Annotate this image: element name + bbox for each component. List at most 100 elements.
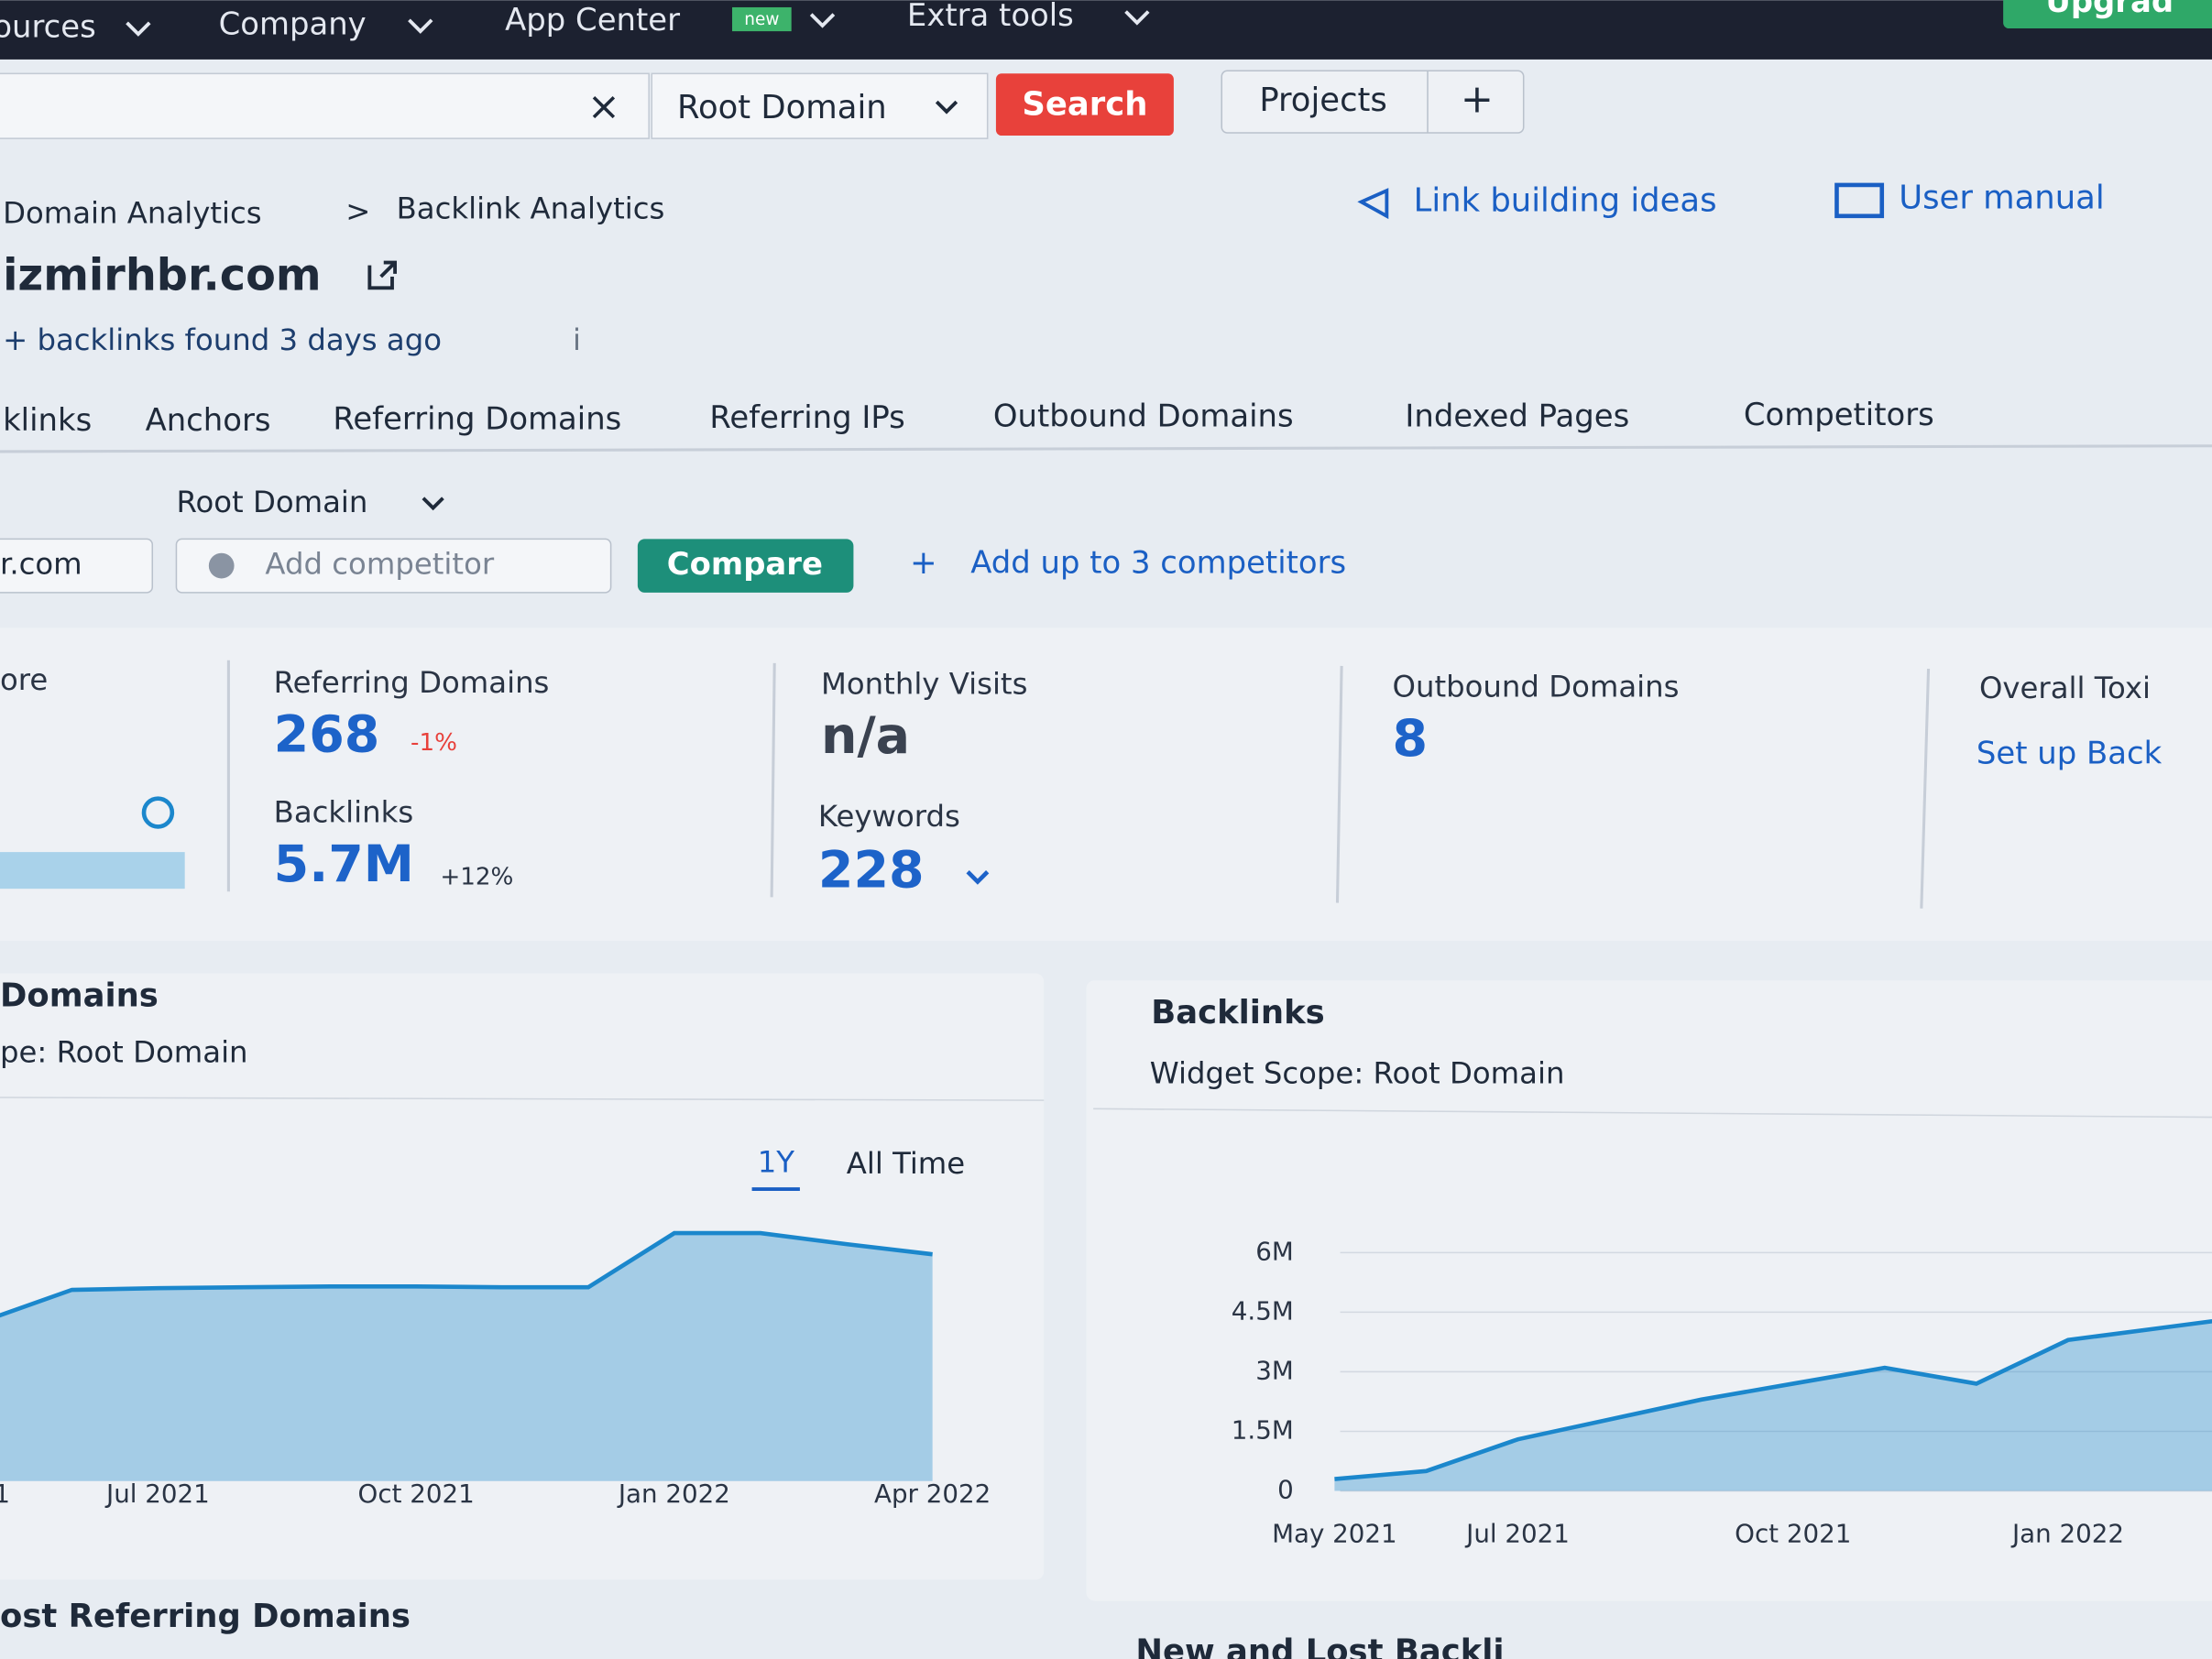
chart-subtitle: pe: Root Domain bbox=[0, 1034, 248, 1069]
breadcrumb-item: Backlink Analytics bbox=[397, 191, 665, 226]
breadcrumb-sep: > bbox=[345, 194, 370, 229]
header-link[interactable]: Link building ideas bbox=[1414, 181, 1717, 219]
top-nav bbox=[0, 0, 2212, 60]
tab[interactable]: Referring IPs bbox=[709, 399, 904, 435]
search-button[interactable] bbox=[995, 73, 1174, 136]
nav-item[interactable]: Extra tools bbox=[907, 0, 1074, 33]
tab[interactable]: klinks bbox=[3, 402, 92, 438]
section-title: New and Lost Backli bbox=[1135, 1633, 1504, 1659]
badge-text: new bbox=[744, 10, 779, 29]
projects-button[interactable] bbox=[1221, 70, 1525, 134]
x-tick-label: Jan 2022 bbox=[617, 1479, 730, 1509]
metric-change: +12% bbox=[440, 863, 513, 890]
external-link-icon[interactable] bbox=[367, 260, 397, 290]
tab[interactable]: Anchors bbox=[146, 402, 271, 438]
mini-chart bbox=[0, 852, 185, 890]
scope-text[interactable]: Root Domain bbox=[677, 89, 887, 126]
metric-label: Overall Toxi bbox=[1979, 671, 2151, 705]
line bbox=[1334, 1319, 2212, 1481]
new-badge bbox=[732, 6, 792, 32]
metric-label: Outbound Domains bbox=[1393, 670, 1680, 704]
metric-dividers bbox=[226, 660, 1931, 909]
range-all[interactable]: All Time bbox=[847, 1146, 965, 1181]
backlinks-found: + backlinks found 3 days ago bbox=[3, 322, 442, 357]
dot-icon bbox=[208, 552, 235, 579]
metric-value[interactable]: 5.7M bbox=[274, 835, 414, 894]
metric-value: n/a bbox=[821, 707, 910, 766]
tab[interactable]: Outbound Domains bbox=[993, 398, 1294, 433]
panel-line bbox=[1093, 1108, 2212, 1119]
add-plus[interactable]: + bbox=[910, 544, 937, 582]
tab-line bbox=[0, 444, 2212, 453]
chart-title: Backlinks bbox=[1151, 994, 1324, 1031]
info-icon[interactable]: i bbox=[573, 322, 581, 357]
search-button-text[interactable]: Search bbox=[1022, 86, 1147, 124]
y-tick-label: 3M bbox=[1255, 1355, 1294, 1385]
nav-item[interactable]: ources bbox=[0, 9, 96, 45]
chevrons bbox=[126, 10, 1150, 37]
x-tick-label: Apr 2022 bbox=[874, 1479, 991, 1509]
y-tick-label: 4.5M bbox=[1232, 1295, 1294, 1326]
compare-button[interactable] bbox=[637, 539, 854, 593]
domain-input[interactable] bbox=[0, 538, 154, 594]
y-tick-label: 1.5M bbox=[1232, 1414, 1294, 1445]
metric-value[interactable]: 228 bbox=[818, 841, 925, 900]
nav-item[interactable]: Company bbox=[219, 5, 367, 41]
x-tick-label: May 2021 bbox=[1272, 1518, 1397, 1548]
range-1y[interactable]: 1Y bbox=[758, 1144, 795, 1179]
tab[interactable]: Indexed Pages bbox=[1405, 398, 1629, 433]
add-competitors[interactable]: Add up to 3 competitors bbox=[970, 545, 1346, 581]
x-tick-label: Jul 2021 bbox=[1464, 1518, 1570, 1548]
domain-input-text[interactable]: r.com bbox=[0, 547, 82, 582]
section-title: ost Referring Domains bbox=[0, 1598, 411, 1635]
metric-label: Backlinks bbox=[274, 795, 414, 830]
chart-subtitle: Widget Scope: Root Domain bbox=[1150, 1055, 1565, 1090]
x-tick-label: Oct 2021 bbox=[1735, 1518, 1851, 1548]
metric-label: Monthly Visits bbox=[821, 666, 1027, 701]
metric-value[interactable]: 8 bbox=[1393, 710, 1429, 769]
area bbox=[1334, 1321, 2212, 1491]
metric-label: Referring Domains bbox=[274, 665, 550, 700]
y-tick-label: 6M bbox=[1255, 1236, 1294, 1266]
chart-panel bbox=[0, 973, 1045, 1580]
competitor-input[interactable] bbox=[175, 538, 612, 594]
projects-text[interactable]: Projects bbox=[1259, 82, 1387, 119]
metric-label: ore bbox=[0, 662, 48, 697]
chart-panel bbox=[1086, 980, 2212, 1601]
metric-label: Keywords bbox=[818, 799, 960, 834]
metrics-panel bbox=[0, 628, 2212, 942]
metric-change: -1% bbox=[411, 729, 457, 757]
panel-line bbox=[0, 1097, 1045, 1101]
x-tick-label: 021 bbox=[0, 1479, 10, 1509]
header-link[interactable]: User manual bbox=[1899, 179, 2104, 216]
compare-button-text[interactable]: Compare bbox=[667, 546, 823, 582]
book-icon bbox=[1834, 182, 1885, 219]
chevron[interactable] bbox=[966, 870, 990, 885]
add-project[interactable]: + bbox=[1461, 77, 1494, 123]
tab[interactable]: Competitors bbox=[1744, 397, 1934, 432]
metric-value[interactable]: 268 bbox=[274, 706, 380, 765]
chevron bbox=[422, 497, 444, 511]
megaphone-icon bbox=[1357, 188, 1389, 220]
tab[interactable]: Referring Domains bbox=[333, 401, 621, 437]
search-input[interactable] bbox=[0, 72, 650, 139]
setup-link[interactable]: Set up Back bbox=[1977, 735, 2163, 770]
competitor-placeholder[interactable]: Add competitor bbox=[265, 547, 494, 582]
line bbox=[0, 1230, 933, 1318]
upgrade-text[interactable]: Upgrad bbox=[2045, 0, 2174, 19]
x-tick-label: Jul 2021 bbox=[104, 1479, 210, 1509]
chart-title: Domains bbox=[0, 977, 159, 1015]
breadcrumb-item[interactable]: Domain Analytics bbox=[3, 195, 262, 230]
x-tick-label: Jan 2022 bbox=[2010, 1518, 2124, 1548]
scope-dropdown[interactable] bbox=[651, 72, 989, 139]
domain-title: izmirhbr.com bbox=[3, 251, 322, 301]
upgrade-button[interactable] bbox=[2003, 0, 2212, 29]
clear-icon[interactable]: × bbox=[587, 83, 620, 129]
area bbox=[0, 1233, 933, 1481]
x-tick-label: Oct 2021 bbox=[358, 1479, 475, 1509]
zoom-icon[interactable] bbox=[141, 796, 175, 829]
nav-item[interactable]: App Center bbox=[505, 2, 680, 38]
compare-scope[interactable]: Root Domain bbox=[176, 485, 367, 519]
chevron bbox=[935, 100, 958, 115]
y-tick-label: 0 bbox=[1277, 1475, 1294, 1505]
